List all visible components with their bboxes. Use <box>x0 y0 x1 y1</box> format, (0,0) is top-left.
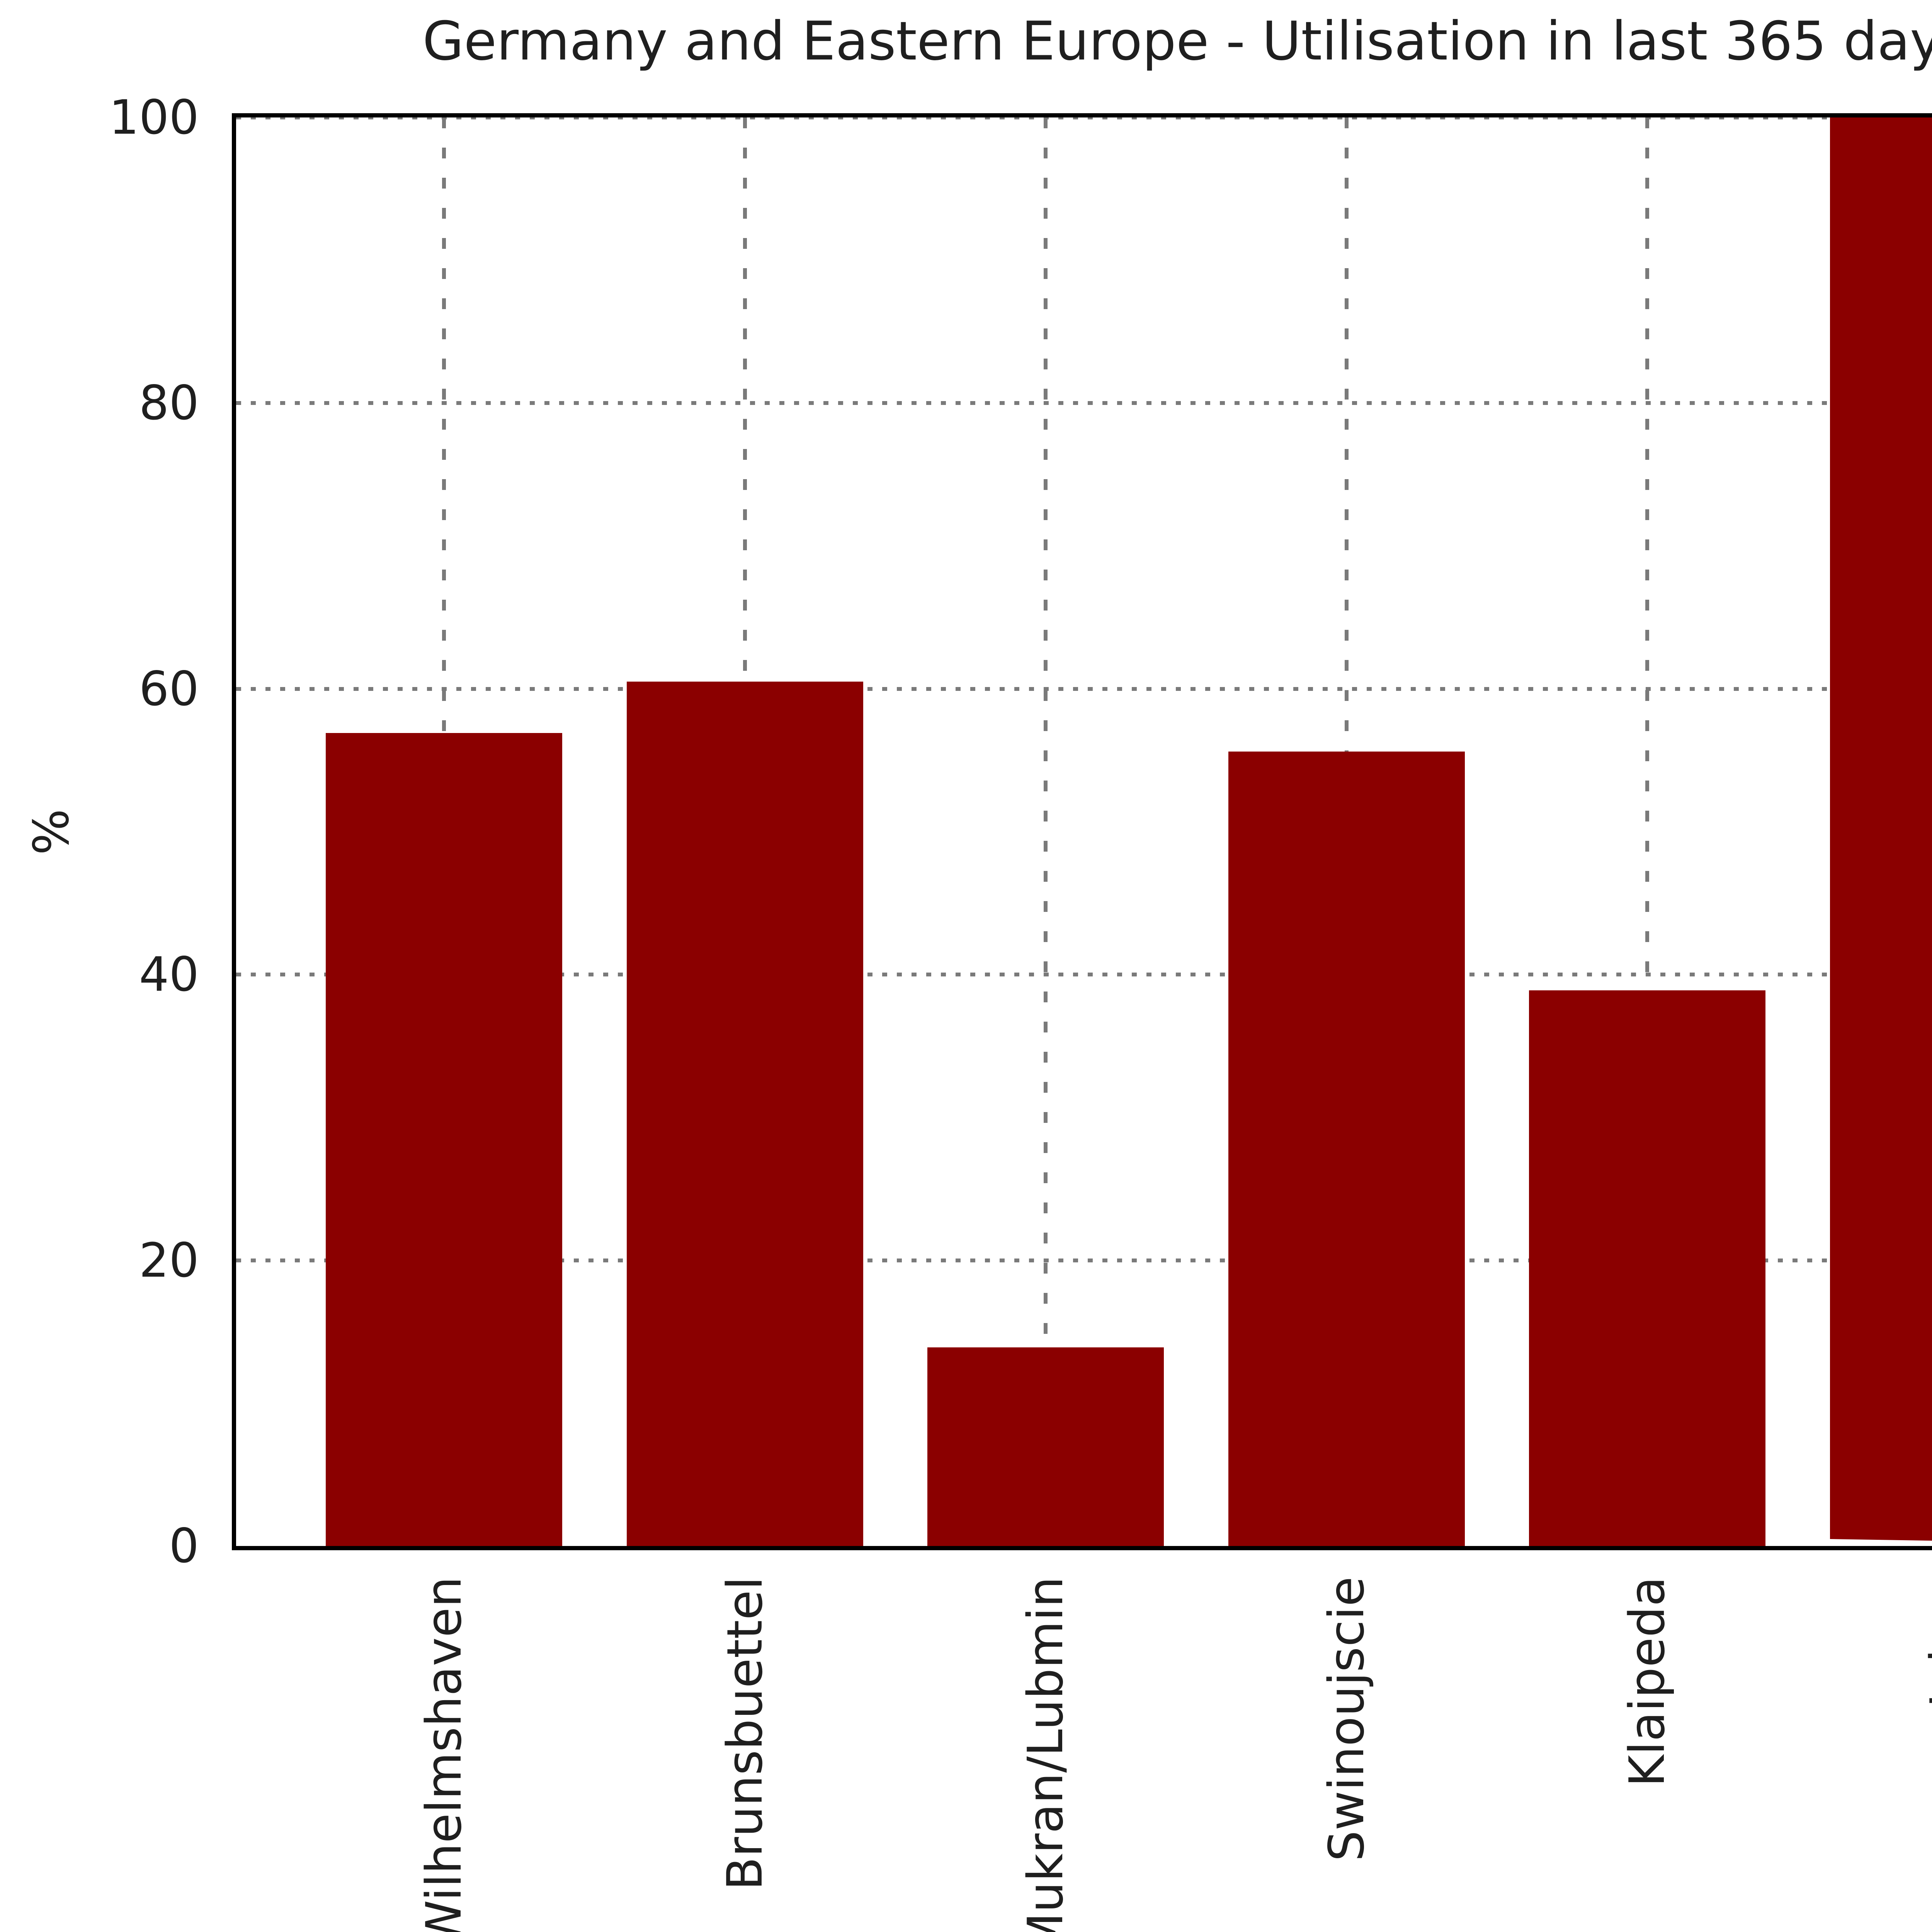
h-gridline-80 <box>236 401 1932 405</box>
x-tick-label-swinoujscie: Swinoujscie <box>1318 1577 1375 1862</box>
x-tick-label-inkoo: Inkoo <box>1920 1577 1932 1708</box>
y-tick-label-0: 0 <box>169 1519 199 1573</box>
x-tick-label-mukran-lubmin: Mukran/Lubmin <box>1017 1577 1074 1932</box>
y-tick-label-100: 100 <box>109 90 199 145</box>
y-tick-label-80: 80 <box>139 376 199 431</box>
bar-swinoujscie <box>1228 752 1465 1546</box>
bar-bottom-artifact <box>1830 1539 1932 1546</box>
x-tick-label-klaipeda: Klaipeda <box>1619 1577 1676 1787</box>
chart-title: Germany and Eastern Europe - Utilisation… <box>422 10 1932 72</box>
y-tick-label-40: 40 <box>139 947 199 1002</box>
y-tick-label-20: 20 <box>139 1233 199 1288</box>
h-gridline-60 <box>236 687 1932 691</box>
v-gridline <box>1044 117 1048 1546</box>
bar-brunsbuettel <box>626 682 863 1546</box>
plot-area <box>232 113 1932 1550</box>
h-gridline-20 <box>236 1258 1932 1262</box>
y-tick-label-60: 60 <box>139 661 199 716</box>
y-axis-title: % <box>23 809 80 855</box>
bar-wilhelmshaven <box>326 733 562 1546</box>
h-gridline-40 <box>236 973 1932 977</box>
bar-inkoo <box>1830 117 1932 1546</box>
bar-mukran-lubmin <box>927 1347 1164 1546</box>
h-gridline-100 <box>236 117 1932 119</box>
x-tick-label-wilhelmshaven: Wilhelmshaven <box>415 1577 472 1932</box>
x-tick-label-brunsbuettel: Brunsbuettel <box>716 1577 773 1891</box>
v-gridline <box>1645 117 1650 1546</box>
bar-klaipeda <box>1529 990 1766 1546</box>
bars-layer <box>236 117 1932 1546</box>
